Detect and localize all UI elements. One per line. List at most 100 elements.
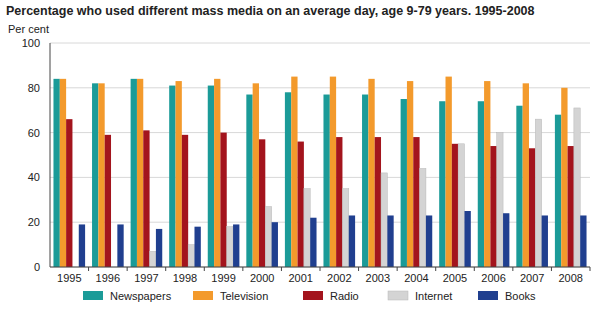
bar	[265, 207, 271, 267]
bar	[516, 106, 522, 267]
legend-label: Television	[220, 290, 268, 302]
bar	[208, 86, 214, 267]
y-tick-label: 100	[22, 37, 40, 49]
bar	[194, 227, 200, 267]
bar	[66, 119, 72, 267]
bar	[156, 229, 162, 267]
bar	[298, 142, 304, 267]
bar	[131, 79, 137, 267]
bar	[323, 95, 329, 267]
x-tick-label: 2005	[443, 272, 467, 284]
y-tick-label: 60	[28, 127, 40, 139]
bar	[291, 77, 297, 267]
legend-swatch	[83, 291, 103, 300]
y-tick-label: 0	[34, 261, 40, 273]
bar	[375, 137, 381, 267]
bar	[452, 144, 458, 267]
x-tick-label: 1997	[134, 272, 158, 284]
x-tick-label: 1995	[57, 272, 81, 284]
bar	[368, 79, 374, 267]
y-tick-label: 80	[28, 82, 40, 94]
bar	[542, 215, 548, 267]
bar	[362, 95, 368, 267]
grid-line	[50, 267, 590, 268]
x-tick-label: 2004	[404, 272, 428, 284]
bar	[105, 135, 111, 267]
bar	[246, 95, 252, 267]
legend-label: Internet	[415, 290, 452, 302]
bar	[143, 130, 149, 267]
bar	[285, 92, 291, 267]
x-tick	[551, 267, 552, 271]
y-tick-label: 40	[28, 171, 40, 183]
chart: Percentage who used different mass media…	[0, 0, 598, 317]
x-tick-label: 2003	[366, 272, 390, 284]
bar	[503, 213, 509, 267]
x-tick	[474, 267, 475, 271]
x-tick	[204, 267, 205, 271]
bar	[98, 83, 104, 267]
bar	[426, 215, 432, 267]
legend-swatch	[303, 291, 323, 300]
bar	[137, 79, 143, 267]
bar	[182, 135, 188, 267]
bar	[478, 101, 484, 267]
x-tick	[590, 267, 591, 271]
bar	[490, 146, 496, 267]
x-tick	[435, 267, 436, 271]
bar	[561, 88, 567, 267]
x-tick	[127, 267, 128, 271]
bar	[92, 83, 98, 267]
bar	[150, 251, 156, 267]
bar	[420, 168, 426, 267]
bar	[568, 146, 574, 267]
legend-swatch	[193, 291, 213, 300]
x-tick	[88, 267, 89, 271]
x-tick-label: 2007	[520, 272, 544, 284]
legend-label: Books	[505, 290, 536, 302]
y-tick-label: 20	[28, 216, 40, 228]
y-axis	[50, 43, 51, 267]
bar	[188, 245, 194, 267]
bar	[349, 215, 355, 267]
bar	[407, 81, 413, 267]
x-tick-label: 2006	[481, 272, 505, 284]
legend-label: Radio	[330, 290, 359, 302]
legend-label: Newspapers	[110, 290, 172, 302]
bar	[233, 224, 239, 267]
x-tick	[512, 267, 513, 271]
bar	[272, 222, 278, 267]
bar	[381, 173, 387, 267]
bar	[310, 218, 316, 267]
x-tick	[397, 267, 398, 271]
x-tick-label: 1999	[211, 272, 235, 284]
bar	[79, 224, 85, 267]
x-tick-label: 2008	[558, 272, 582, 284]
bar	[464, 211, 470, 267]
x-tick-label: 1998	[173, 272, 197, 284]
bar	[439, 101, 445, 267]
x-tick-label: 2001	[288, 272, 312, 284]
title: Percentage who used different mass media…	[6, 4, 535, 18]
bar	[304, 189, 310, 267]
bar	[555, 115, 561, 267]
bar	[458, 144, 464, 267]
bar	[176, 81, 182, 267]
bar	[523, 83, 529, 267]
bar	[497, 133, 503, 267]
y-label: Per cent	[8, 23, 49, 35]
bar	[574, 108, 580, 267]
x-tick	[165, 267, 166, 271]
bar	[214, 79, 220, 267]
x-tick-label: 1996	[96, 272, 120, 284]
bar	[401, 99, 407, 267]
bars	[53, 77, 586, 267]
bar	[387, 215, 393, 267]
bar	[446, 77, 452, 267]
bar	[330, 77, 336, 267]
bar	[227, 227, 233, 267]
grid-line	[50, 43, 590, 44]
bar	[53, 79, 59, 267]
x-axis	[50, 267, 590, 268]
bar	[220, 133, 226, 267]
